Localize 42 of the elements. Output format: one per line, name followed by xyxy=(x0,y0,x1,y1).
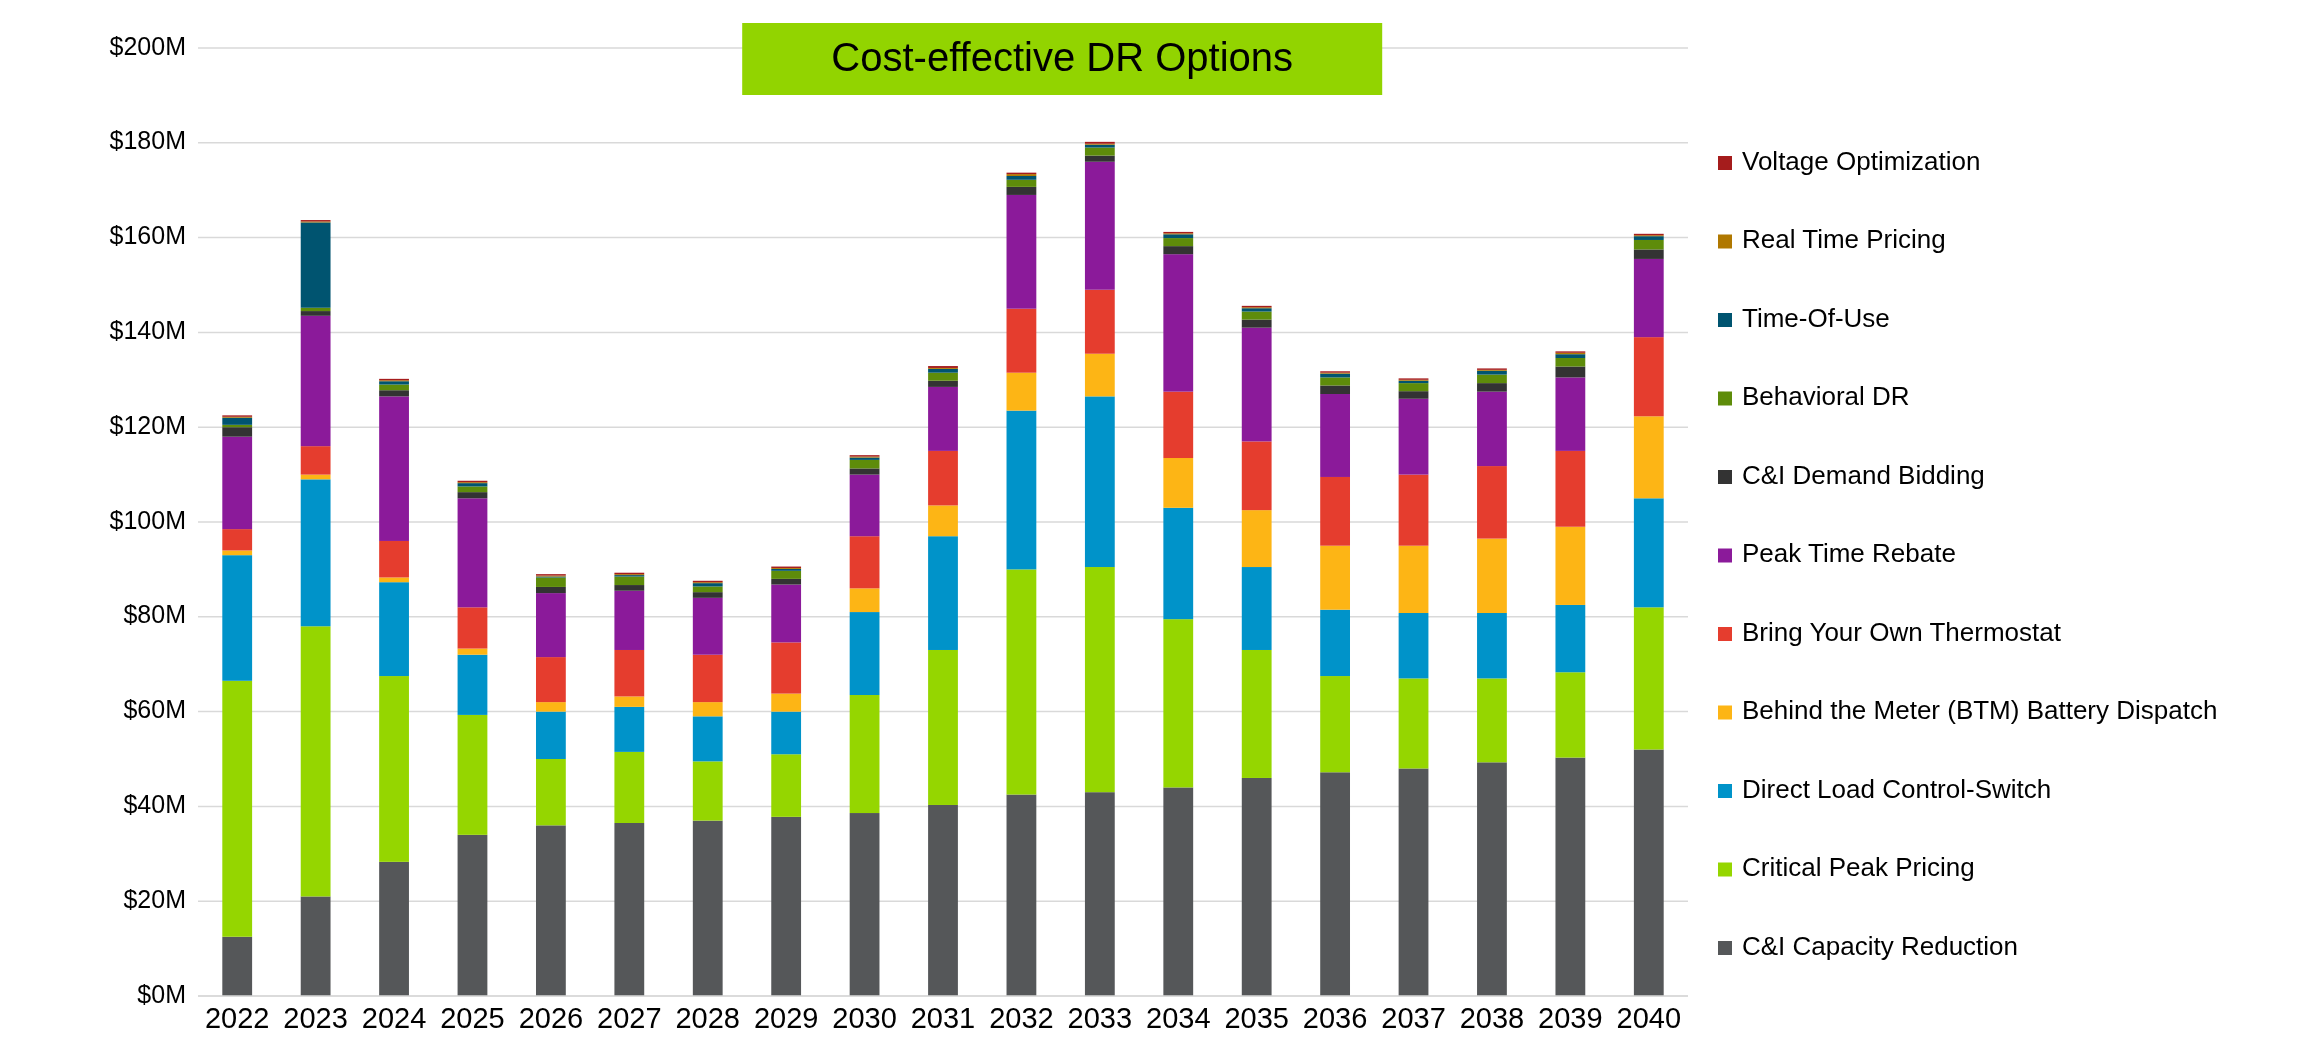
legend-label: Behind the Meter (BTM) Battery Dispatch xyxy=(1742,695,2218,726)
legend-label: Voltage Optimization xyxy=(1742,145,1981,176)
y-tick-label: $160M xyxy=(109,221,186,250)
legend-label: Time-Of-Use xyxy=(1742,302,1890,333)
legend-label: Real Time Pricing xyxy=(1742,224,1946,255)
x-tick-label: 2030 xyxy=(832,1002,897,1034)
x-tick-label: 2023 xyxy=(283,1002,348,1034)
x-tick-label: 2025 xyxy=(440,1002,505,1034)
legend-label: Critical Peak Pricing xyxy=(1742,852,1975,883)
y-tick-label: $80M xyxy=(123,600,186,629)
x-tick-label: 2028 xyxy=(675,1002,740,1034)
x-tick-label: 2039 xyxy=(1538,1002,1603,1034)
y-tick-label: $200M xyxy=(109,31,186,60)
y-tick-label: $0M xyxy=(137,979,186,1008)
x-tick-label: 2033 xyxy=(1067,1002,1133,1034)
x-tick-label: 2037 xyxy=(1381,1002,1446,1034)
x-tick-label: 2026 xyxy=(518,1002,584,1034)
y-tick-label: $20M xyxy=(123,884,186,913)
y-tick-label: $40M xyxy=(123,790,186,819)
x-tick-label: 2040 xyxy=(1616,1002,1682,1034)
y-tick-label: $120M xyxy=(109,410,186,439)
y-tick-label: $60M xyxy=(123,695,186,724)
legend-label: Peak Time Rebate xyxy=(1742,538,1956,569)
y-tick-label: $100M xyxy=(109,505,186,534)
legend-label: Behavioral DR xyxy=(1742,381,1910,412)
y-tick-label: $140M xyxy=(109,316,186,345)
x-tick-label: 2027 xyxy=(597,1002,662,1034)
x-tick-label: 2024 xyxy=(361,1002,427,1034)
legend-label: Direct Load Control-Switch xyxy=(1742,773,2052,804)
x-tick-label: 2022 xyxy=(204,1002,270,1034)
x-tick-label: 2035 xyxy=(1224,1002,1289,1034)
legend-label: C&I Demand Bidding xyxy=(1742,459,1985,490)
x-tick-label: 2031 xyxy=(910,1002,976,1034)
x-tick-label: 2036 xyxy=(1302,1002,1368,1034)
chart-title: Cost-effective DR Options xyxy=(831,34,1294,79)
y-tick-label: $180M xyxy=(109,126,186,155)
x-tick-label: 2029 xyxy=(753,1002,819,1034)
legend-label: Bring Your Own Thermostat xyxy=(1742,616,2062,647)
legend-label: C&I Capacity Reduction xyxy=(1742,930,2019,961)
x-tick-label: 2038 xyxy=(1459,1002,1525,1034)
x-tick-label: 2032 xyxy=(989,1002,1054,1034)
x-tick-label: 2034 xyxy=(1146,1002,1211,1034)
